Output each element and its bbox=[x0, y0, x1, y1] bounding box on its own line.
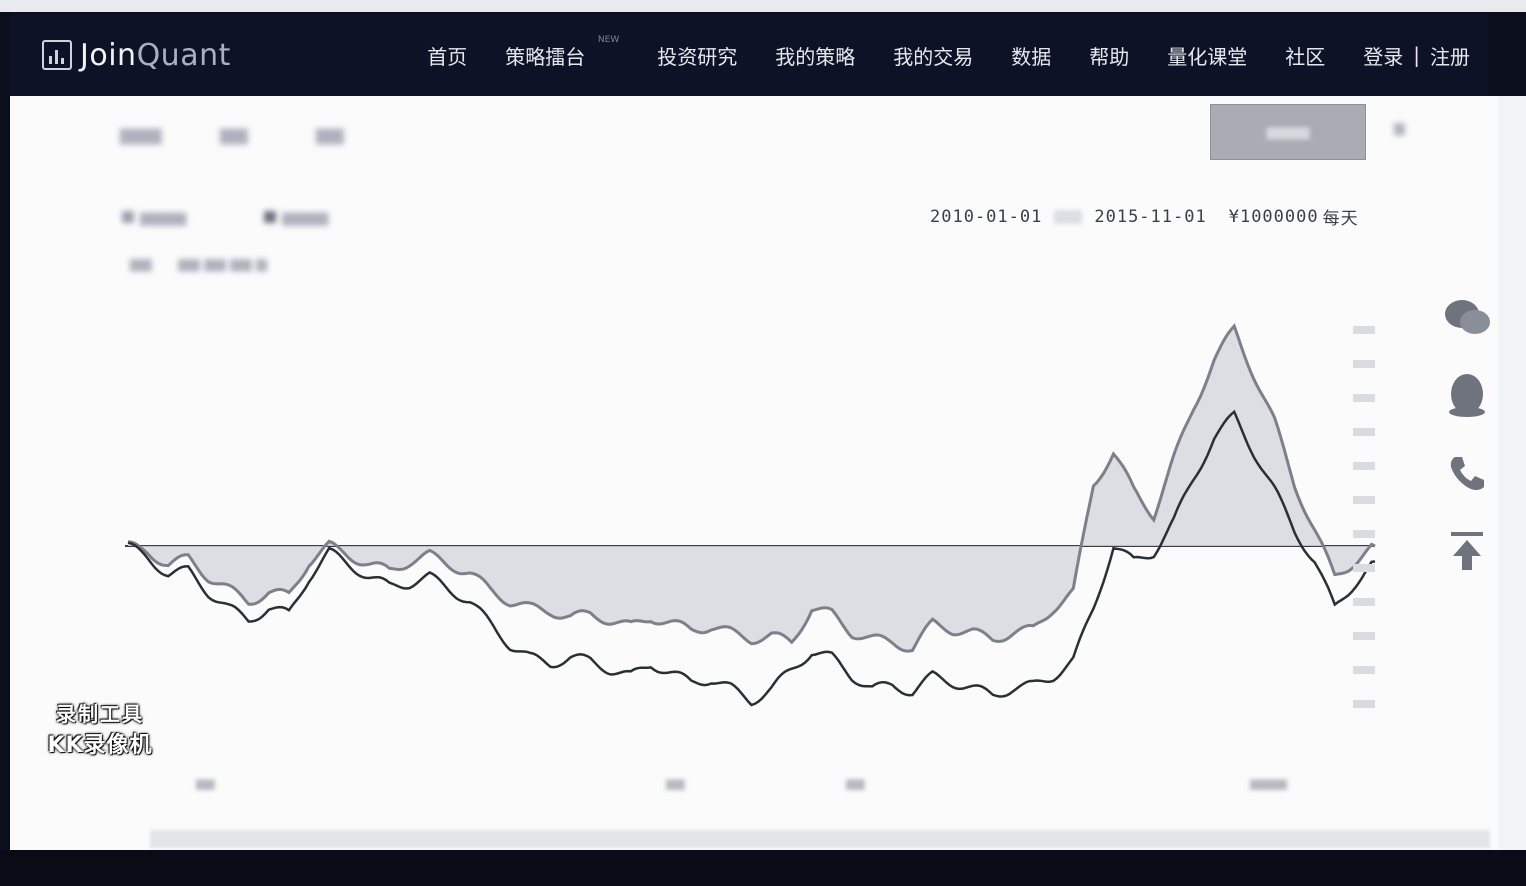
browser-top-strip bbox=[0, 0, 1526, 12]
nav-help[interactable]: 帮助 bbox=[1089, 44, 1130, 69]
nav-quant-class[interactable]: 量化课堂 bbox=[1167, 44, 1248, 69]
bar-chart-logo-icon bbox=[42, 40, 72, 70]
backtest-panel: ▆▆▆ ▆▆ ▆▆ ▆▆▆▆ ▆ ▆▆▆▆ ▆▆▆▆ ▆▆ ▆▆ ▆▆ ▆▆ ▆… bbox=[10, 96, 1498, 850]
y-tick bbox=[1353, 360, 1375, 368]
y-tick bbox=[1353, 632, 1375, 640]
nav-research[interactable]: 投资研究 bbox=[657, 44, 738, 69]
y-tick bbox=[1353, 496, 1375, 504]
y-tick bbox=[1353, 564, 1375, 572]
initial-capital: ¥1000000 bbox=[1228, 206, 1319, 227]
returns-chart[interactable] bbox=[10, 286, 1498, 786]
nav-my-trades[interactable]: 我的交易 bbox=[893, 44, 974, 69]
end-date: 2015-11-01 bbox=[1094, 206, 1207, 227]
nav-data[interactable]: 数据 bbox=[1011, 44, 1052, 69]
y-axis-ticks bbox=[1353, 326, 1375, 708]
start-date: 2010-01-01 bbox=[930, 206, 1043, 227]
y-tick bbox=[1353, 700, 1375, 708]
nav-home[interactable]: 首页 bbox=[427, 44, 468, 69]
tab-2[interactable]: ▆▆ bbox=[220, 124, 248, 145]
y-tick bbox=[1353, 428, 1375, 436]
tab-1[interactable]: ▆▆▆ bbox=[120, 124, 162, 145]
nav-my-strategies[interactable]: 我的策略 bbox=[775, 44, 856, 69]
y-tick bbox=[1353, 394, 1375, 402]
legend-strategy[interactable]: ▆▆▆▆ bbox=[122, 208, 186, 226]
tab-3[interactable]: ▆▆ bbox=[316, 124, 344, 145]
benchmark-return-line bbox=[127, 409, 1376, 707]
nav-strategy-arena[interactable]: 策略擂台 NEW bbox=[505, 34, 620, 69]
phone-icon[interactable] bbox=[1440, 446, 1494, 500]
x-tick-2: ▆▆ bbox=[666, 776, 685, 790]
login-link[interactable]: 登录 bbox=[1363, 44, 1404, 69]
backtest-settings: 2010-01-01 2015-11-01 ¥1000000 每天 bbox=[930, 204, 1359, 230]
strategy-return-area bbox=[128, 326, 1375, 652]
frequency: 每天 bbox=[1322, 209, 1359, 229]
legend-benchmark[interactable]: ▆▆▆▆ bbox=[264, 208, 328, 226]
x-tick-4: ▆▆▆▆ bbox=[1250, 776, 1287, 790]
nav-community[interactable]: 社区 bbox=[1285, 44, 1326, 69]
brand-name: JoinQuant bbox=[80, 37, 231, 73]
y-tick bbox=[1353, 666, 1375, 674]
strategy-return-line bbox=[127, 323, 1376, 653]
x-tick-1: ▆▆ bbox=[196, 776, 215, 790]
chart-navigator-scrollbar[interactable] bbox=[150, 830, 1490, 848]
new-badge: NEW bbox=[597, 34, 620, 45]
top-navbar: JoinQuant 首页 策略擂台 NEW 投资研究 我的策略 我的交易 数据 帮… bbox=[10, 14, 1488, 96]
extra-button[interactable]: ▆ bbox=[1394, 120, 1405, 136]
y-tick bbox=[1353, 462, 1375, 470]
y-tick bbox=[1353, 530, 1375, 538]
nav-separator: | bbox=[1413, 43, 1420, 67]
recorder-watermark: 录制工具 KK录像机 bbox=[47, 702, 153, 758]
brand-logo[interactable]: JoinQuant bbox=[42, 38, 231, 73]
wechat-icon[interactable] bbox=[1440, 290, 1494, 344]
right-gutter bbox=[1498, 96, 1526, 850]
floating-side-icons bbox=[1440, 290, 1494, 602]
main-nav: 首页 策略擂台 NEW 投资研究 我的策略 我的交易 数据 帮助 量化课堂 社区 … bbox=[389, 14, 1470, 96]
y-tick bbox=[1353, 598, 1375, 606]
x-tick-3: ▆▆ bbox=[846, 776, 865, 790]
zoom-options[interactable]: ▆▆ ▆▆ ▆▆ ▆▆ ▆ bbox=[130, 256, 267, 272]
back-to-top-icon[interactable] bbox=[1440, 524, 1494, 578]
run-backtest-button[interactable]: ▆▆▆▆ bbox=[1210, 104, 1366, 160]
bottom-bar bbox=[0, 850, 1526, 886]
qq-icon[interactable] bbox=[1440, 368, 1494, 422]
register-link[interactable]: 注册 bbox=[1430, 44, 1470, 69]
y-tick bbox=[1353, 326, 1375, 334]
